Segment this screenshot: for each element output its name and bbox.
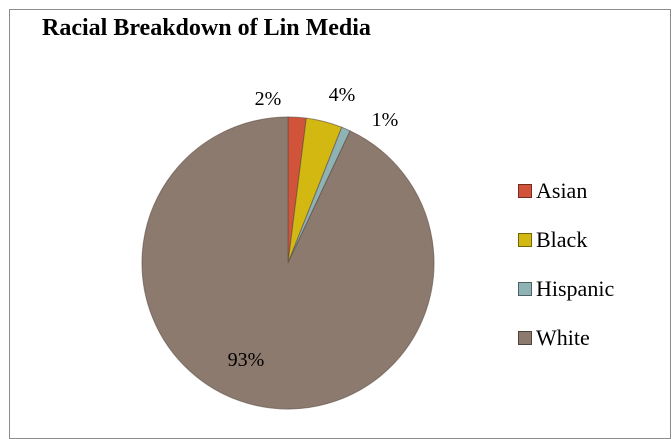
pie-slice-white — [141, 116, 435, 410]
legend-swatch-hispanic — [518, 281, 532, 296]
legend: Asian Black Hispanic White — [518, 166, 614, 362]
pie-labels: 2% 4% 1% 93% — [228, 84, 399, 371]
legend-item-asian: Asian — [518, 166, 614, 215]
pie-slices — [141, 116, 435, 410]
chart-title: Racial Breakdown of Lin Media — [42, 15, 371, 41]
pie-label-white: 93% — [228, 349, 265, 371]
pie-label-black: 4% — [329, 84, 356, 106]
legend-item-white: White — [518, 313, 614, 362]
legend-label-asian: Asian — [536, 177, 588, 203]
legend-swatch-white — [518, 330, 532, 345]
pie-label-asian: 2% — [255, 88, 282, 110]
legend-item-black: Black — [518, 215, 614, 264]
legend-swatch-black — [518, 232, 532, 247]
legend-label-hispanic: Hispanic — [536, 275, 615, 301]
pie-label-hispanic: 1% — [372, 109, 399, 131]
legend-label-black: Black — [536, 226, 588, 252]
legend-label-white: White — [536, 324, 590, 350]
legend-swatch-asian — [518, 183, 532, 198]
legend-item-hispanic: Hispanic — [518, 264, 614, 313]
